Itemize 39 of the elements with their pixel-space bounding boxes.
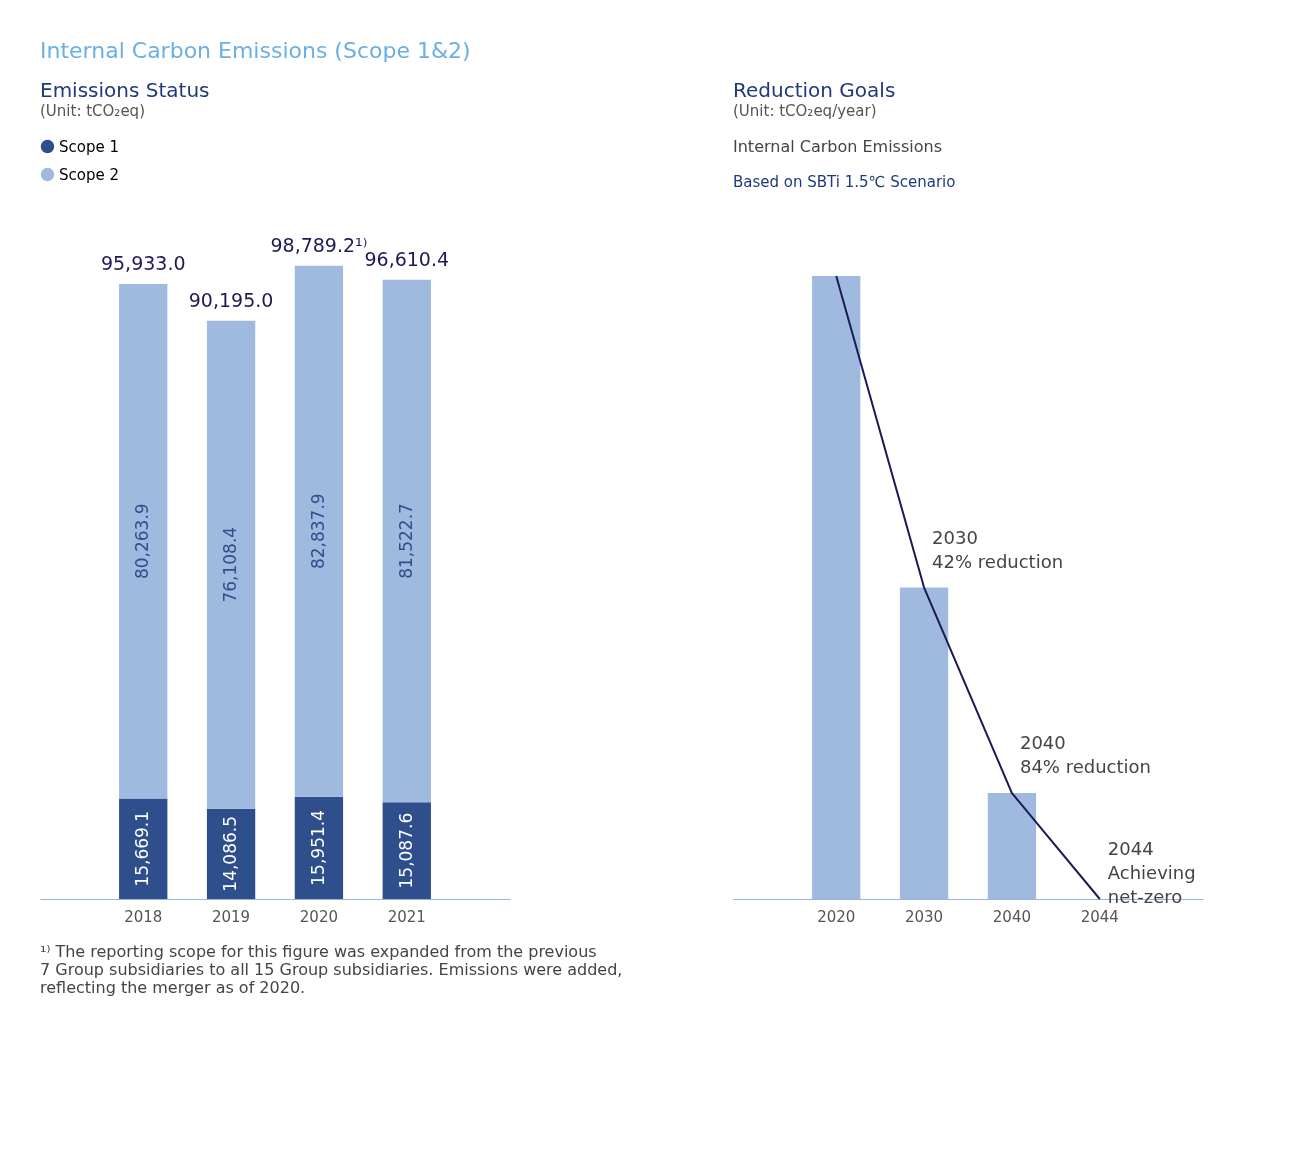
legend-label: Scope 2 (59, 165, 120, 184)
text: Based on SBTi 1.5℃ Scenario (733, 173, 956, 191)
annotation: 2040 84% reduction (1019, 732, 1151, 778)
bar (119, 798, 168, 899)
data-label: 15,669.1 (132, 810, 153, 887)
bar (294, 796, 344, 899)
bar (382, 802, 431, 899)
data-label: 14,086.5 (220, 815, 241, 892)
chart-subtitle: (Unit: tCO₂eq/year) (733, 102, 877, 120)
legend-label: Scope 1 (59, 137, 120, 156)
data-label: 80,263.9 (132, 503, 153, 580)
x-tick-label: 2044 (1080, 907, 1119, 926)
x-tick-label: 2020 (299, 907, 339, 926)
total-label: 95,933.0 (100, 251, 186, 274)
chart-title: Reduction Goals (733, 78, 896, 102)
text: Internal Carbon Emissions (Scope 1&2) (40, 38, 471, 63)
bar (382, 279, 431, 803)
data-label: 81,522.7 (395, 503, 416, 579)
bar (119, 283, 168, 799)
x-tick-label: 2019 (211, 907, 251, 926)
data-label: 82,837.9 (307, 493, 328, 570)
data-label: 15,087.6 (395, 812, 416, 889)
x-tick-label: 2020 (817, 907, 856, 926)
annotation: 2030 42% reduction (932, 526, 1064, 572)
chart-subtitle: (Unit: tCO₂eq) (40, 102, 145, 120)
total-label: 96,610.4 (364, 247, 450, 270)
chart-title: Emissions Status (40, 78, 210, 102)
x-tick-label: 2040 (992, 907, 1032, 926)
text: Internal Carbon Emissions (733, 137, 942, 156)
data-label: 15,951.4 (307, 810, 328, 886)
total-label: 90,195.0 (188, 288, 274, 311)
x-tick-label: 2018 (124, 907, 163, 926)
annotation: 2044 Achieving net-zero (1107, 838, 1196, 907)
x-tick-label: 2021 (387, 907, 426, 926)
bar (206, 320, 256, 809)
text: ¹⁾ The reporting scope for this figure was expanded from the previous 7 Group subsidiaries to all 15 Group subsidiaries. Emissions were added, reflecting the merger as of 2020. (40, 942, 623, 997)
x-tick-label: 2030 (904, 907, 944, 926)
data-label: 76,108.4 (220, 526, 241, 603)
bar (294, 265, 344, 797)
